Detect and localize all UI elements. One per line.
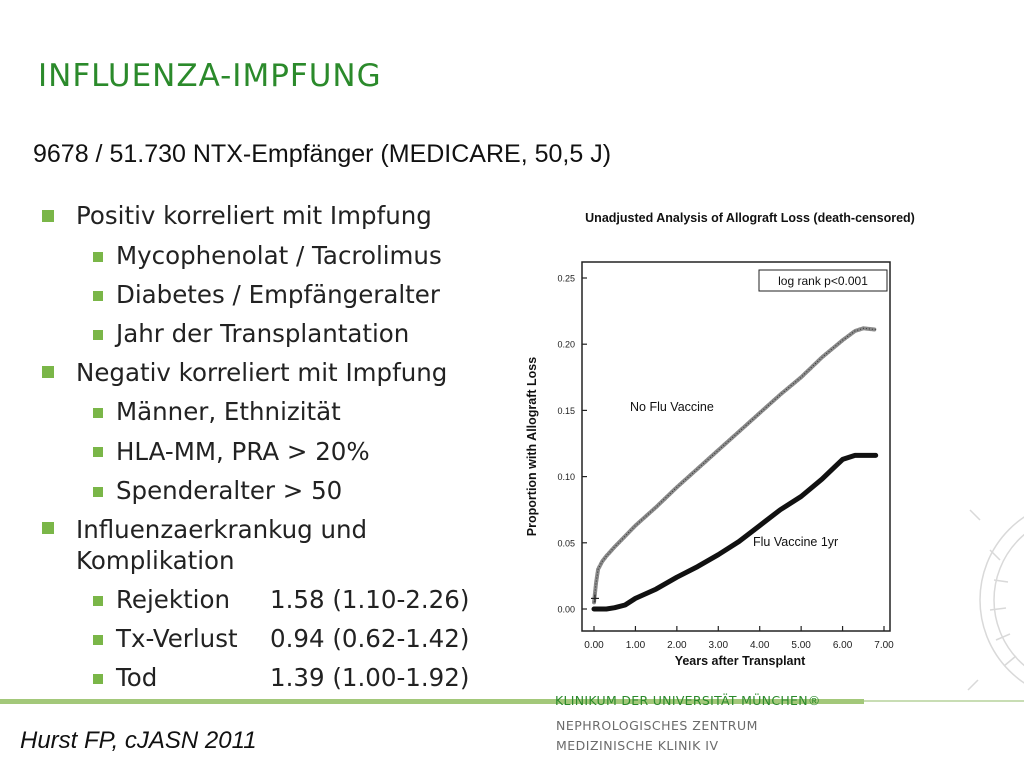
annotation-box <box>758 269 888 292</box>
x-tick-label: 0.00 <box>584 640 604 651</box>
bullet-negative-1: Männer, Ethnizität <box>116 397 341 426</box>
footer-zentrum: NEPHROLOGISCHES ZENTRUM <box>556 718 758 733</box>
slide-subtitle: 9678 / 51.730 NTX-Empfänger (MEDICARE, 5… <box>33 140 612 168</box>
x-tick-label: 7.00 <box>874 640 894 651</box>
university-seal-watermark <box>967 509 1024 691</box>
y-tick-label: 0.05 <box>557 538 575 548</box>
sub-bullet-square-icon <box>93 291 103 301</box>
y-tick-label: 0.00 <box>557 605 575 615</box>
sub-bullet-square-icon <box>93 408 103 418</box>
x-tick-label: 5.00 <box>791 640 811 651</box>
x-tick-label: 3.00 <box>709 640 729 651</box>
bullet-positive-3: Jahr der Transplantation <box>116 319 410 348</box>
result-row: Tx-Verlust 0.94 (0.62-1.42) <box>116 624 469 653</box>
footer-klinikum: KLINIKUM DER UNIVERSITÄT MÜNCHEN® <box>555 693 821 708</box>
annotation-text: log rank p<0.001 <box>778 274 868 288</box>
x-axis-label: Years after Transplant <box>675 654 806 668</box>
allograft-loss-chart: Unadjusted Analysis of Allograft Loss (d… <box>525 211 915 668</box>
bullet-square-icon <box>42 210 54 222</box>
slide-title: INFLUENZA-IMPFUNG <box>38 58 382 94</box>
sub-bullet-square-icon <box>93 252 103 262</box>
y-tick-label: 0.25 <box>557 274 575 284</box>
y-tick-label: 0.20 <box>557 340 575 350</box>
bullet-square-icon <box>42 366 54 378</box>
result-value: 1.39 (1.00-1.92) <box>270 663 470 692</box>
sub-bullet-square-icon <box>93 330 103 340</box>
citation: Hurst FP, cJASN 2011 <box>20 727 257 754</box>
footer-klinik: MEDIZINISCHE KLINIK IV <box>556 738 719 753</box>
y-tick-label: 0.10 <box>557 472 575 482</box>
result-label: Tx-Verlust <box>116 624 238 653</box>
sub-bullet-square-icon <box>93 635 103 645</box>
series-label: No Flu Vaccine <box>630 400 714 414</box>
sub-bullet-square-icon <box>93 596 103 606</box>
result-label: Tod <box>116 663 158 692</box>
footer-divider <box>0 699 864 704</box>
bullet-influenza-line2: Komplikation <box>76 546 235 575</box>
x-tick-label: 1.00 <box>626 640 646 651</box>
x-tick-label: 2.00 <box>667 640 687 651</box>
y-tick-label: 0.15 <box>557 406 575 416</box>
bullet-positive: Positiv korreliert mit Impfung <box>76 201 432 230</box>
sub-bullet-square-icon <box>93 487 103 497</box>
bullet-negative-2: HLA-MM, PRA > 20% <box>116 437 370 466</box>
footer-divider-light <box>864 700 1024 702</box>
chart-title: Unadjusted Analysis of Allograft Loss (d… <box>585 211 915 225</box>
bullet-positive-2: Diabetes / Empfängeralter <box>116 280 440 309</box>
bullet-positive-1: Mycophenolat / Tacrolimus <box>116 241 442 270</box>
bullet-square-icon <box>42 522 54 534</box>
bullet-negative: Negativ korreliert mit Impfung <box>76 358 448 387</box>
bullet-influenza-line1: Influenzaerkrankug und <box>76 515 368 544</box>
result-value: 0.94 (0.62-1.42) <box>270 624 470 653</box>
x-tick-label: 4.00 <box>750 640 770 651</box>
result-row: Tod 1.39 (1.00-1.92) <box>116 663 469 692</box>
result-row: Rejektion 1.58 (1.10-2.26) <box>116 585 469 614</box>
plot-frame <box>581 261 891 632</box>
no-flu-vaccine-line-texture <box>593 327 876 603</box>
series-label: Flu Vaccine 1yr <box>753 535 838 549</box>
result-value: 1.58 (1.10-2.26) <box>270 585 470 614</box>
sub-bullet-square-icon <box>93 674 103 684</box>
sub-bullet-square-icon <box>93 447 103 457</box>
result-label: Rejektion <box>116 585 230 614</box>
bullet-negative-3: Spenderalter > 50 <box>116 476 343 505</box>
x-tick-label: 6.00 <box>833 640 853 651</box>
flu-vaccine-line <box>591 452 879 612</box>
y-axis-label: Proportion with Allograft Loss <box>525 357 539 536</box>
